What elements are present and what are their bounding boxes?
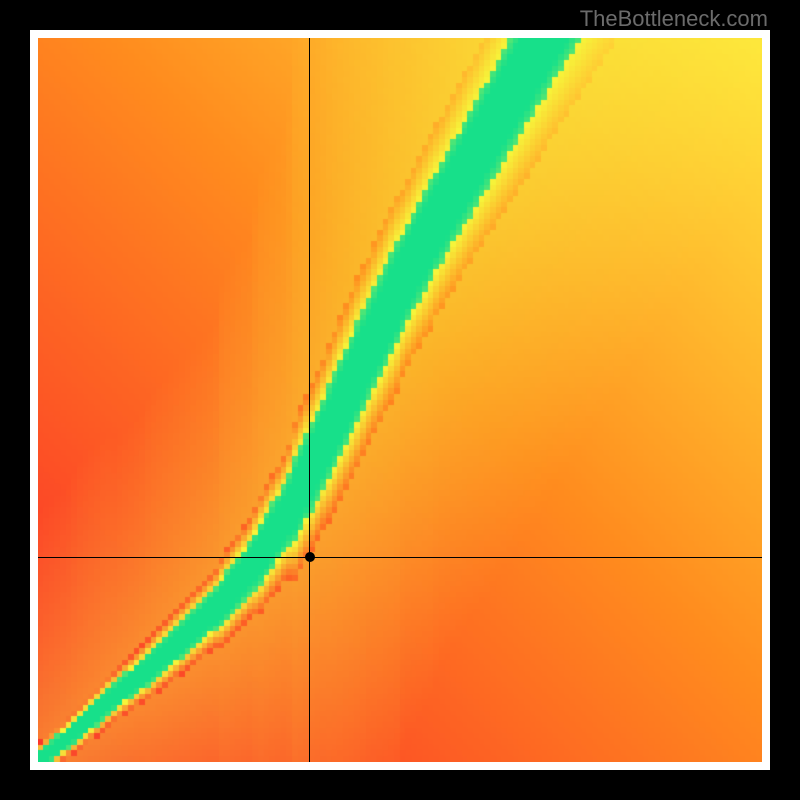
frame-right <box>770 0 800 800</box>
crosshair-horizontal <box>38 557 762 558</box>
frame-left <box>0 0 30 800</box>
chart-container: TheBottleneck.com <box>0 0 800 800</box>
marker-point <box>305 552 315 562</box>
bottleneck-heatmap <box>38 38 762 762</box>
watermark-text: TheBottleneck.com <box>580 6 768 32</box>
frame-bottom <box>0 770 800 800</box>
crosshair-vertical <box>309 38 310 762</box>
